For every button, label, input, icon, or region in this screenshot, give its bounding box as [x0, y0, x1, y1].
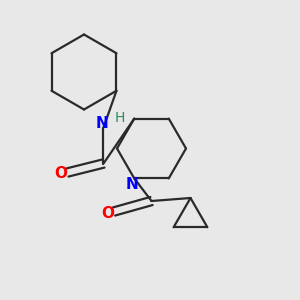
- Text: O: O: [54, 167, 68, 182]
- Text: O: O: [101, 206, 114, 220]
- Text: H: H: [115, 112, 125, 125]
- Text: N: N: [125, 178, 138, 193]
- Text: N: N: [96, 116, 108, 131]
